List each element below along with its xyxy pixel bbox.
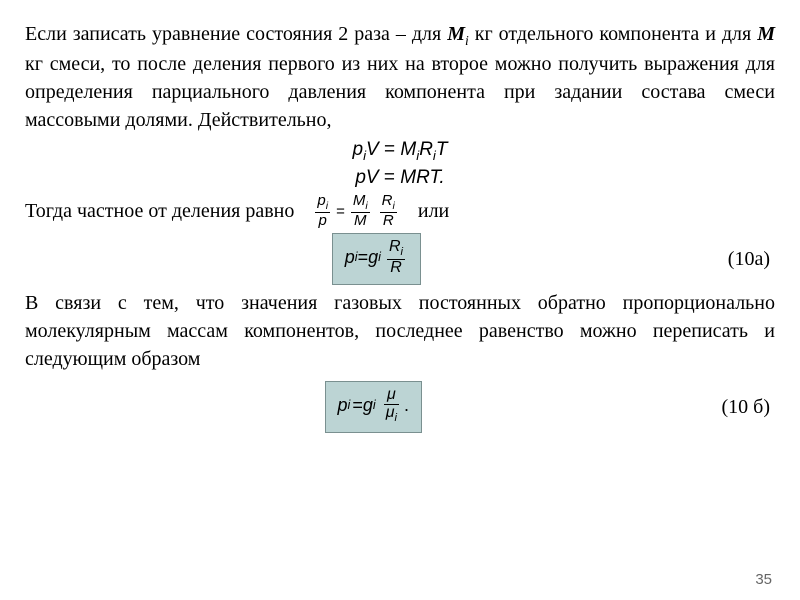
equation-1: piV = MiRiT pV = MRT. xyxy=(25,137,775,190)
paragraph-1: Если записать уравнение состояния 2 раза… xyxy=(25,20,775,134)
eq1-line2: pV = MRT. xyxy=(355,165,444,191)
para1-Mi: Mi xyxy=(447,23,469,45)
para2-text: Тогда частное от деления равно xyxy=(25,197,294,225)
equation-10a-row: pi = gi Ri R (10а) xyxy=(25,233,775,285)
paragraph-3: В связи с тем, что значения газовых пост… xyxy=(25,289,775,373)
para1-text-a: Если записать уравнение состояния 2 раза… xyxy=(25,23,447,45)
boxed-eq-10b: pi = gi μ μi . xyxy=(325,381,422,433)
para1-M: M xyxy=(757,23,775,45)
ili-text: или xyxy=(418,197,449,225)
frac-pi-over-p: pi p xyxy=(315,193,330,229)
eq-sign-1: = xyxy=(336,201,345,222)
frac-Ri-over-R: Ri R xyxy=(380,193,397,229)
eqnum-10b: (10 б) xyxy=(722,393,776,421)
equation-10b-row: pi = gi μ μi . (10 б) xyxy=(25,381,775,433)
eqnum-10a: (10а) xyxy=(728,245,775,273)
quotient-row: Тогда частное от деления равно pi p = Mi… xyxy=(25,193,775,229)
para1-text-c: кг смеси, то после деления первого из ни… xyxy=(25,53,775,131)
boxed-eq-10a: pi = gi Ri R xyxy=(332,233,421,285)
frac-Mi-over-M: Mi M xyxy=(351,193,370,229)
eq1-line1: piV = MiRiT xyxy=(353,137,448,165)
page-number: 35 xyxy=(755,569,772,590)
para1-text-b: кг отдельного компонента и для xyxy=(469,23,757,45)
